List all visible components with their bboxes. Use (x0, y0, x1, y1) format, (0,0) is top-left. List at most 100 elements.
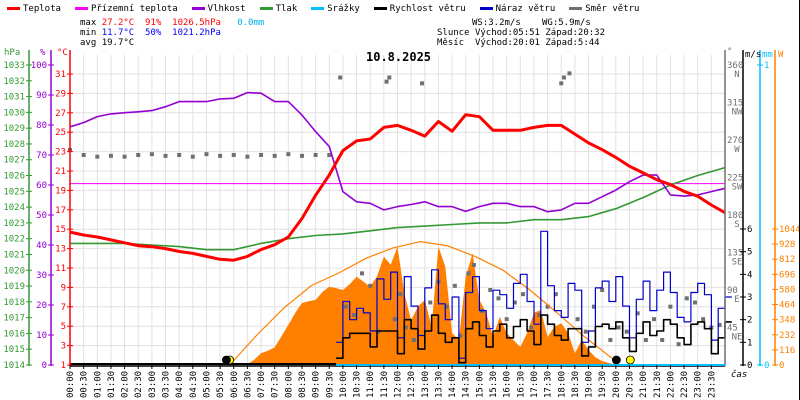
time-tick-label: 02:30 (134, 371, 144, 398)
legend-item: Teplota (7, 4, 61, 14)
stats-max-rain: 0.0mm (237, 18, 265, 28)
wind-direction-point (608, 338, 613, 342)
wind-direction-point (616, 325, 621, 330)
wind-direction-point (420, 81, 425, 86)
legend-swatch (74, 7, 88, 10)
legend-item: Rychlost větru (373, 4, 466, 14)
legend-label: Teplota (23, 3, 61, 14)
time-tick-label: 10:30 (353, 371, 363, 398)
humidity-tick-label: 40 (36, 241, 47, 251)
time-tick-label: 16:00 (503, 371, 513, 398)
humidity-line (69, 91, 726, 213)
hpa-tick-label: 1025 (3, 187, 25, 197)
wind-direction-point (444, 304, 449, 309)
wind-direction-point (635, 311, 640, 316)
direction-tick-label: 90 (727, 286, 738, 296)
time-tick-label: 17:00 (530, 371, 540, 398)
wind-direction-point (452, 283, 457, 288)
wind-direction-point (559, 81, 564, 86)
wind-direction-point (684, 296, 689, 301)
direction-tick-label: 180 (727, 211, 743, 221)
wind-direction-point (398, 292, 403, 297)
legend-swatch (479, 7, 493, 10)
stats-max-row: max 27.2°C 91% 1026.5hPa 0.0mm (80, 18, 264, 28)
stats-max-press: 1026.5hPa (172, 18, 221, 28)
wind-direction-point (368, 283, 373, 288)
wind-direction-point (488, 288, 493, 292)
pressure-line (70, 166, 726, 251)
time-tick-label: 05:30 (216, 371, 226, 398)
sun-label: Slunce (437, 28, 470, 38)
time-tick-label: 14:00 (448, 371, 458, 398)
wind-direction-point (313, 153, 318, 157)
wind-speed-tick-label: 1 (747, 338, 752, 348)
time-tick-label: 15:30 (489, 371, 499, 398)
stats-max-temp: 27.2°C (101, 18, 135, 28)
wind-direction-point (496, 296, 501, 301)
humidity-tick-label: 70 (36, 151, 47, 161)
wind-speed-tick-label: 3 (747, 293, 752, 303)
time-tick-label: 04:00 (175, 371, 185, 398)
temp-tick-label: 23 (55, 148, 66, 158)
time-tick-label: 20:30 (625, 371, 635, 398)
wind-gust-info: WG:5.9m/s (542, 18, 591, 28)
legend-item: Přízemní teplota (74, 3, 178, 14)
wind-direction-point (190, 154, 195, 159)
direction-compass-label: N (734, 70, 739, 80)
temp-tick-label: 25 (55, 128, 66, 138)
stats-min-temp: 11.7°C (101, 28, 135, 38)
wind-direction-point (122, 154, 127, 159)
time-tick-label: 19:00 (585, 371, 595, 398)
wind-direction-point (668, 304, 673, 309)
hpa-tick-label: 1017 (3, 314, 25, 324)
wind-direction-point (537, 313, 542, 317)
direction-tick-label: 315 (727, 99, 743, 109)
hpa-tick-label: 1019 (3, 282, 25, 292)
wind-direction-point (81, 153, 86, 157)
time-tick-label: 03:00 (148, 371, 158, 398)
time-tick-label: 00:00 (66, 371, 76, 398)
legend-swatch (259, 7, 273, 10)
temp-unit-label: °C (57, 48, 68, 58)
wind-direction-point (428, 300, 433, 305)
wind-direction-point (299, 153, 304, 158)
moonset-time: Západ:5:44 (545, 38, 600, 48)
radiation-tick-label: 696 (779, 270, 795, 280)
direction-compass-label: NW (732, 108, 743, 118)
wind-direction-point (521, 292, 526, 297)
time-tick-label: 18:30 (571, 371, 581, 398)
wind-direction-point (624, 329, 629, 334)
hpa-tick-label: 1020 (3, 266, 25, 276)
legend-label: Přízemní teplota (90, 3, 178, 14)
time-tick-label: 09:00 (312, 371, 322, 398)
direction-compass-label: NE (732, 333, 743, 343)
time-tick-label: 11:00 (366, 371, 376, 398)
hpa-tick-label: 1022 (3, 235, 25, 245)
time-tick-label: 15:00 (475, 371, 485, 398)
temp-tick-label: 29 (55, 89, 66, 99)
temp-tick-label: 3 (61, 342, 66, 352)
time-tick-label: 16:30 (516, 371, 526, 398)
time-tick-label: 22:30 (680, 371, 690, 398)
hpa-tick-label: 1032 (3, 77, 25, 87)
wind-direction-point (592, 304, 596, 309)
time-tick-label: 01:30 (107, 371, 117, 398)
time-tick-label: 14:30 (462, 371, 472, 398)
temp-tick-label: 15 (55, 225, 66, 235)
legend-swatch (311, 7, 325, 10)
time-tick-label: 07:00 (257, 371, 267, 398)
legend-swatch (7, 7, 20, 10)
time-tick-label: 09:30 (325, 371, 335, 398)
time-tick-label: 12:30 (407, 371, 417, 398)
wind-speed-tick-label: 2 (747, 316, 752, 326)
stats-min-row: min 11.7°C 50% 1021.2hPa (80, 28, 221, 38)
wind-direction-point (327, 153, 332, 157)
wind-direction-point (561, 75, 566, 80)
humidity-tick-label: 30 (36, 271, 47, 281)
time-tick-label: 04:30 (189, 371, 199, 398)
rain-tick-label: 0 (764, 361, 769, 371)
wind-direction-point (259, 153, 264, 157)
wind-direction-point (387, 75, 392, 80)
time-tick-label: 00:30 (80, 371, 90, 398)
sunset-time: Západ:20:32 (545, 28, 605, 38)
